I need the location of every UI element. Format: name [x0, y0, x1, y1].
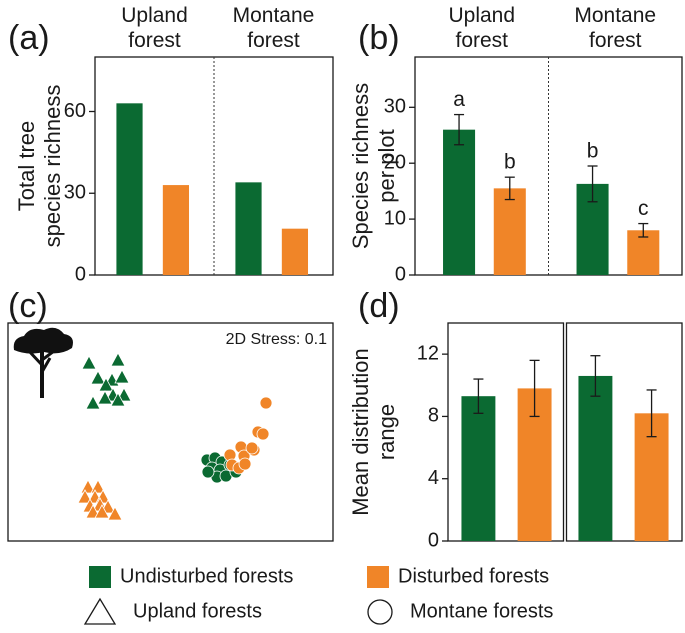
significance-letter: b — [504, 151, 516, 174]
group-label-line: Montane — [574, 4, 656, 27]
y-tick-label: 0 — [428, 529, 439, 551]
y-axis-label: range — [374, 404, 399, 460]
point — [85, 395, 101, 410]
point — [245, 441, 259, 455]
tree-crown — [13, 327, 73, 354]
group-label: Montane forest — [574, 4, 656, 52]
y-tick-label: 0 — [75, 263, 86, 285]
group-label: Upland forest — [121, 4, 188, 52]
point — [238, 457, 252, 471]
point — [90, 370, 106, 385]
legend-label: Montane forests — [410, 600, 553, 622]
y-tick-label: 4 — [428, 467, 439, 489]
y-tick-label: 8 — [428, 405, 439, 427]
y-tick-label: 60 — [64, 100, 86, 122]
stress-annotation: 2D Stress: 0.1 — [226, 331, 327, 348]
group-label-line: Montane — [233, 4, 315, 27]
legend-shape — [367, 599, 393, 625]
significance-letter: c — [638, 197, 649, 220]
legend-swatch — [367, 566, 389, 588]
axes-box — [7, 322, 334, 542]
panel-label: (c) — [8, 287, 48, 325]
bar — [235, 182, 262, 275]
y-axis-label: Species richness — [348, 83, 373, 249]
tree-icon — [13, 327, 73, 398]
y-axis-label: per plot — [374, 129, 399, 202]
group-label-line: forest — [128, 29, 181, 52]
point — [98, 377, 114, 392]
panel-label: (d) — [358, 287, 400, 325]
point — [110, 352, 126, 367]
tree-trunk — [40, 350, 44, 398]
bar — [281, 228, 309, 275]
point — [110, 392, 126, 407]
y-tick-label: 30 — [64, 182, 86, 204]
legend-label: Disturbed forests — [398, 565, 549, 587]
group-label: Upland forest — [448, 4, 515, 52]
bar — [162, 185, 190, 275]
axes-box — [447, 322, 565, 542]
group-label: Montane forest — [233, 4, 315, 52]
group-label-line: forest — [455, 29, 508, 52]
point — [94, 504, 110, 519]
legend-label: Undisturbed forests — [120, 565, 293, 587]
group-label-line: forest — [247, 29, 300, 52]
bar — [493, 188, 526, 275]
point — [97, 390, 113, 405]
y-tick-label: 12 — [417, 342, 439, 364]
group-label-line: Upland — [121, 4, 188, 27]
significance-letter: a — [453, 88, 465, 111]
point — [81, 355, 97, 370]
bar — [461, 396, 496, 541]
legend-shape — [83, 597, 117, 625]
point — [114, 369, 130, 384]
legend-swatch — [89, 566, 111, 588]
bar — [627, 230, 660, 275]
legend-label: Upland forests — [133, 600, 262, 622]
bar — [578, 375, 613, 541]
point — [107, 506, 123, 521]
y-axis-label: Total tree — [14, 121, 39, 212]
point — [259, 396, 273, 410]
y-tick-label: 0 — [395, 263, 406, 285]
point — [201, 465, 215, 479]
significance-letter: b — [587, 140, 599, 163]
bar — [443, 129, 476, 275]
axes-box — [565, 322, 683, 542]
point — [77, 489, 93, 504]
point — [80, 479, 96, 494]
bar — [116, 103, 143, 275]
y-tick-label: 10 — [384, 207, 406, 229]
y-axis-label: Mean distribution — [348, 348, 373, 516]
panel-label: (a) — [8, 19, 50, 57]
y-tick-label: 20 — [384, 151, 406, 173]
y-axis-label: species richness — [40, 85, 65, 248]
point — [90, 479, 106, 494]
group-label-line: Upland — [448, 4, 515, 27]
panel-label: (b) — [358, 19, 400, 57]
group-label-line: forest — [589, 29, 642, 52]
point — [256, 427, 270, 441]
y-tick-label: 30 — [384, 96, 406, 118]
